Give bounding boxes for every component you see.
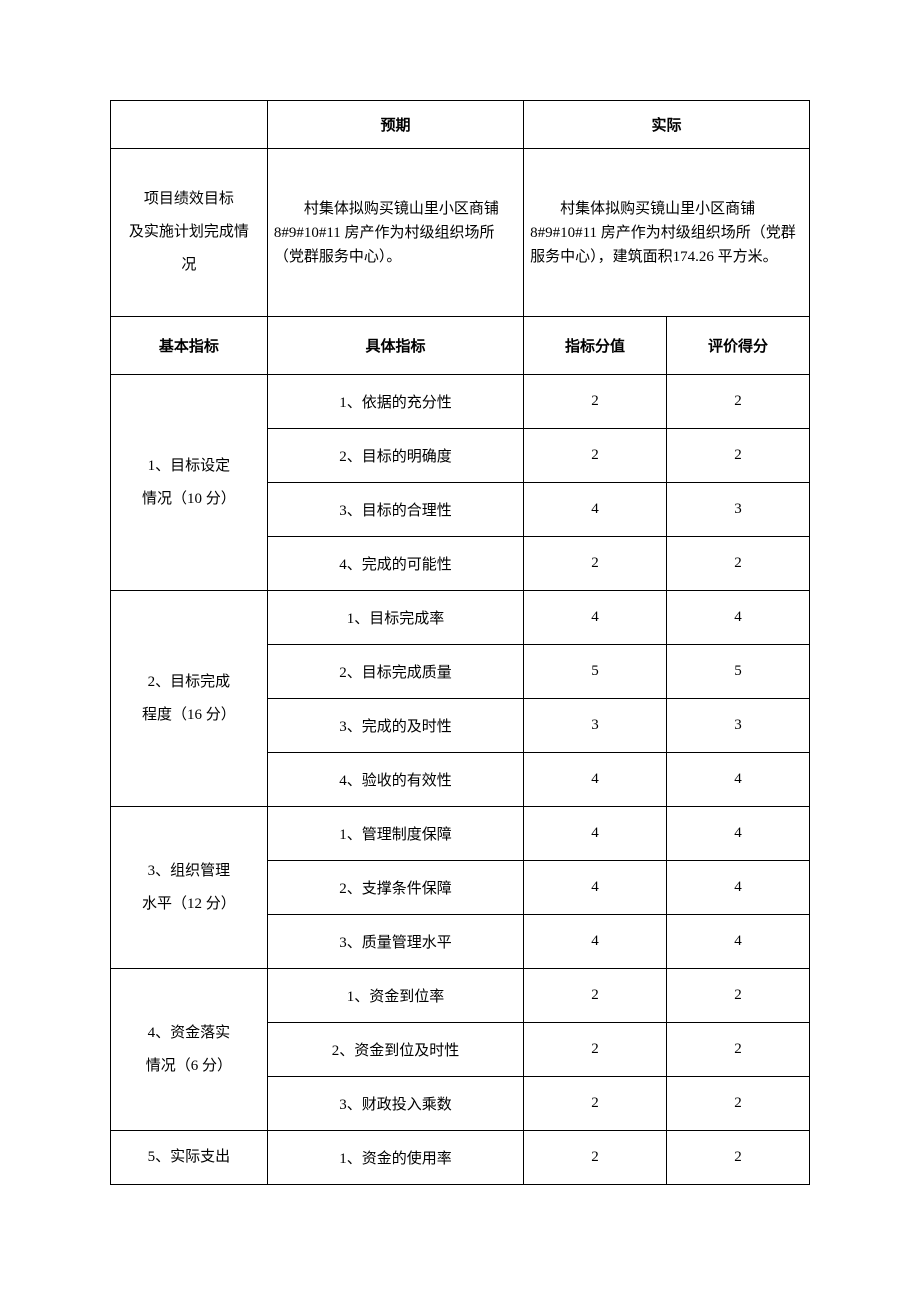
table-row: 5、实际支出 1、资金的使用率 2 2 <box>111 1131 810 1185</box>
specific-indicator: 4、验收的有效性 <box>267 753 523 807</box>
indicator-score: 3 <box>524 699 667 753</box>
group-label: 5、实际支出 <box>111 1131 268 1185</box>
header-row-1: 预期 实际 <box>111 101 810 149</box>
expected-desc: 村集体拟购买镜山里小区商铺8#9#10#11 房产作为村级组织场所（党群服务中心… <box>267 149 523 317</box>
score-header: 指标分值 <box>524 317 667 375</box>
table-row: 1、目标设定 情况（10 分） 1、依据的充分性 2 2 <box>111 375 810 429</box>
eval-score: 2 <box>667 1023 810 1077</box>
table-row: 3、组织管理 水平（12 分） 1、管理制度保障 4 4 <box>111 807 810 861</box>
eval-score: 2 <box>667 375 810 429</box>
specific-indicator: 1、资金的使用率 <box>267 1131 523 1185</box>
specific-indicator: 1、管理制度保障 <box>267 807 523 861</box>
specific-indicator: 2、支撑条件保障 <box>267 861 523 915</box>
eval-score: 3 <box>667 483 810 537</box>
group-label-line2: 情况（10 分） <box>117 483 261 516</box>
section-label-line3: 况 <box>119 249 259 282</box>
indicator-score: 2 <box>524 1131 667 1185</box>
specific-indicator: 1、资金到位率 <box>267 969 523 1023</box>
eval-score: 3 <box>667 699 810 753</box>
group-label-line2: 程度（16 分） <box>117 699 261 732</box>
eval-score: 2 <box>667 429 810 483</box>
eval-score: 4 <box>667 861 810 915</box>
specific-indicator: 1、目标完成率 <box>267 591 523 645</box>
section-label: 项目绩效目标 及实施计划完成情 况 <box>111 149 268 317</box>
eval-score: 4 <box>667 753 810 807</box>
specific-indicator: 3、目标的合理性 <box>267 483 523 537</box>
section-label-line2: 及实施计划完成情 <box>119 216 259 249</box>
evaluation-table: 预期 实际 项目绩效目标 及实施计划完成情 况 村集体拟购买镜山里小区商铺8#9… <box>110 100 810 1185</box>
indicator-score: 2 <box>524 537 667 591</box>
specific-indicator: 2、资金到位及时性 <box>267 1023 523 1077</box>
basic-indicator-header: 基本指标 <box>111 317 268 375</box>
indicator-score: 2 <box>524 375 667 429</box>
specific-indicator: 3、财政投入乘数 <box>267 1077 523 1131</box>
group-label-line2: 水平（12 分） <box>117 888 261 921</box>
indicator-score: 4 <box>524 861 667 915</box>
expected-header: 预期 <box>267 101 523 149</box>
specific-indicator: 4、完成的可能性 <box>267 537 523 591</box>
indicator-score: 2 <box>524 429 667 483</box>
eval-score: 5 <box>667 645 810 699</box>
actual-header: 实际 <box>524 101 810 149</box>
description-row: 项目绩效目标 及实施计划完成情 况 村集体拟购买镜山里小区商铺8#9#10#11… <box>111 149 810 317</box>
specific-indicator: 3、质量管理水平 <box>267 915 523 969</box>
eval-score: 2 <box>667 969 810 1023</box>
specific-indicator: 2、目标完成质量 <box>267 645 523 699</box>
table-row: 2、目标完成 程度（16 分） 1、目标完成率 4 4 <box>111 591 810 645</box>
group-label: 1、目标设定 情况（10 分） <box>111 375 268 591</box>
indicator-header-row: 基本指标 具体指标 指标分值 评价得分 <box>111 317 810 375</box>
group-label: 4、资金落实 情况（6 分） <box>111 969 268 1131</box>
group-label-line1: 2、目标完成 <box>117 666 261 699</box>
eval-score: 4 <box>667 807 810 861</box>
indicator-score: 4 <box>524 753 667 807</box>
eval-score: 2 <box>667 1077 810 1131</box>
indicator-score: 5 <box>524 645 667 699</box>
eval-score: 4 <box>667 591 810 645</box>
eval-header: 评价得分 <box>667 317 810 375</box>
group-label-line1: 4、资金落实 <box>117 1017 261 1050</box>
indicator-score: 4 <box>524 807 667 861</box>
indicator-score: 4 <box>524 483 667 537</box>
group-label-line2: 情况（6 分） <box>117 1050 261 1083</box>
indicator-score: 2 <box>524 969 667 1023</box>
eval-score: 2 <box>667 1131 810 1185</box>
table-row: 4、资金落实 情况（6 分） 1、资金到位率 2 2 <box>111 969 810 1023</box>
group-label-line1: 1、目标设定 <box>117 450 261 483</box>
indicator-score: 2 <box>524 1077 667 1131</box>
empty-header <box>111 101 268 149</box>
section-label-line1: 项目绩效目标 <box>119 183 259 216</box>
group-label: 2、目标完成 程度（16 分） <box>111 591 268 807</box>
group-label-line1: 3、组织管理 <box>117 855 261 888</box>
specific-indicator: 3、完成的及时性 <box>267 699 523 753</box>
group-label-line1: 5、实际支出 <box>117 1141 261 1174</box>
specific-indicator: 2、目标的明确度 <box>267 429 523 483</box>
actual-desc: 村集体拟购买镜山里小区商铺 8#9#10#11 房产作为村级组织场所（党群服务中… <box>524 149 810 317</box>
group-label: 3、组织管理 水平（12 分） <box>111 807 268 969</box>
eval-score: 4 <box>667 915 810 969</box>
specific-indicator: 1、依据的充分性 <box>267 375 523 429</box>
indicator-score: 2 <box>524 1023 667 1077</box>
specific-indicator-header: 具体指标 <box>267 317 523 375</box>
eval-score: 2 <box>667 537 810 591</box>
indicator-score: 4 <box>524 915 667 969</box>
indicator-score: 4 <box>524 591 667 645</box>
